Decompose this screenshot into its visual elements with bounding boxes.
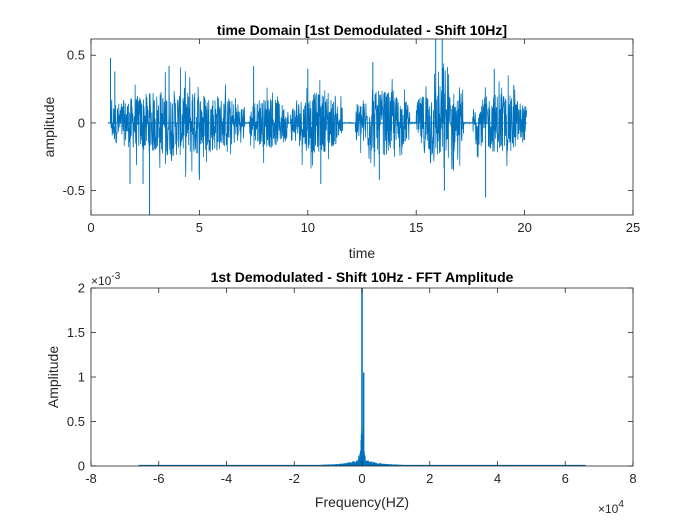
y-axis-label: amplitude: [41, 96, 57, 157]
y-tick-label: 0: [78, 459, 85, 474]
x-multiplier-label: ×104: [598, 499, 624, 516]
y-axis-label: Amplitude: [45, 346, 61, 408]
chart-title: 1st Demodulated - Shift 10Hz - FFT Ampli…: [211, 269, 514, 285]
x-tick-label: 0: [87, 220, 94, 235]
plot-area: [91, 39, 633, 215]
x-tick-label: 2: [426, 471, 433, 486]
fft-amplitude-chart: 1st Demodulated - Shift 10Hz - FFT Ampli…: [45, 269, 637, 516]
time-domain-chart: time Domain [1st Demodulated - Shift 10H…: [41, 22, 640, 261]
chart-title: time Domain [1st Demodulated - Shift 10H…: [217, 22, 507, 38]
y-tick-label: 1.5: [67, 325, 85, 340]
x-axis-label: time: [349, 245, 376, 261]
x-tick-label: 8: [629, 471, 636, 486]
y-tick-label: 0.5: [67, 48, 85, 63]
y-tick-label: 0: [78, 115, 85, 130]
x-tick-label: 4: [494, 471, 501, 486]
y-axis: 0 0.5 1 1.5 2: [67, 281, 633, 474]
y-tick-label: 1: [78, 370, 85, 385]
y-tick-label: 2: [78, 281, 85, 296]
x-tick-label: 20: [517, 220, 531, 235]
x-tick-label: 5: [196, 220, 203, 235]
signal-waveform: [107, 63, 528, 178]
y-tick-label: -0.5: [63, 183, 85, 198]
y-multiplier-label: ×10-3: [91, 271, 121, 288]
x-tick-label: -8: [85, 471, 97, 486]
x-tick-label: 15: [409, 220, 423, 235]
y-tick-label: 0.5: [67, 414, 85, 429]
x-axis-label: Frequency(HZ): [315, 494, 409, 510]
x-tick-label: 0: [358, 471, 365, 486]
x-tick-label: -6: [153, 471, 165, 486]
y-axis: -0.5 0 0.5: [63, 48, 633, 198]
x-tick-label: -4: [221, 471, 233, 486]
x-axis: 0 5 10 15 20 25: [87, 39, 640, 235]
x-tick-label: 6: [562, 471, 569, 486]
x-tick-label: 25: [626, 220, 640, 235]
x-tick-label: 10: [301, 220, 315, 235]
axes-box: [90, 38, 634, 216]
signal-line: [107, 39, 528, 215]
x-tick-label: -2: [288, 471, 300, 486]
x-axis: -8 -6 -4 -2 0 2 4 6 8: [85, 288, 637, 486]
